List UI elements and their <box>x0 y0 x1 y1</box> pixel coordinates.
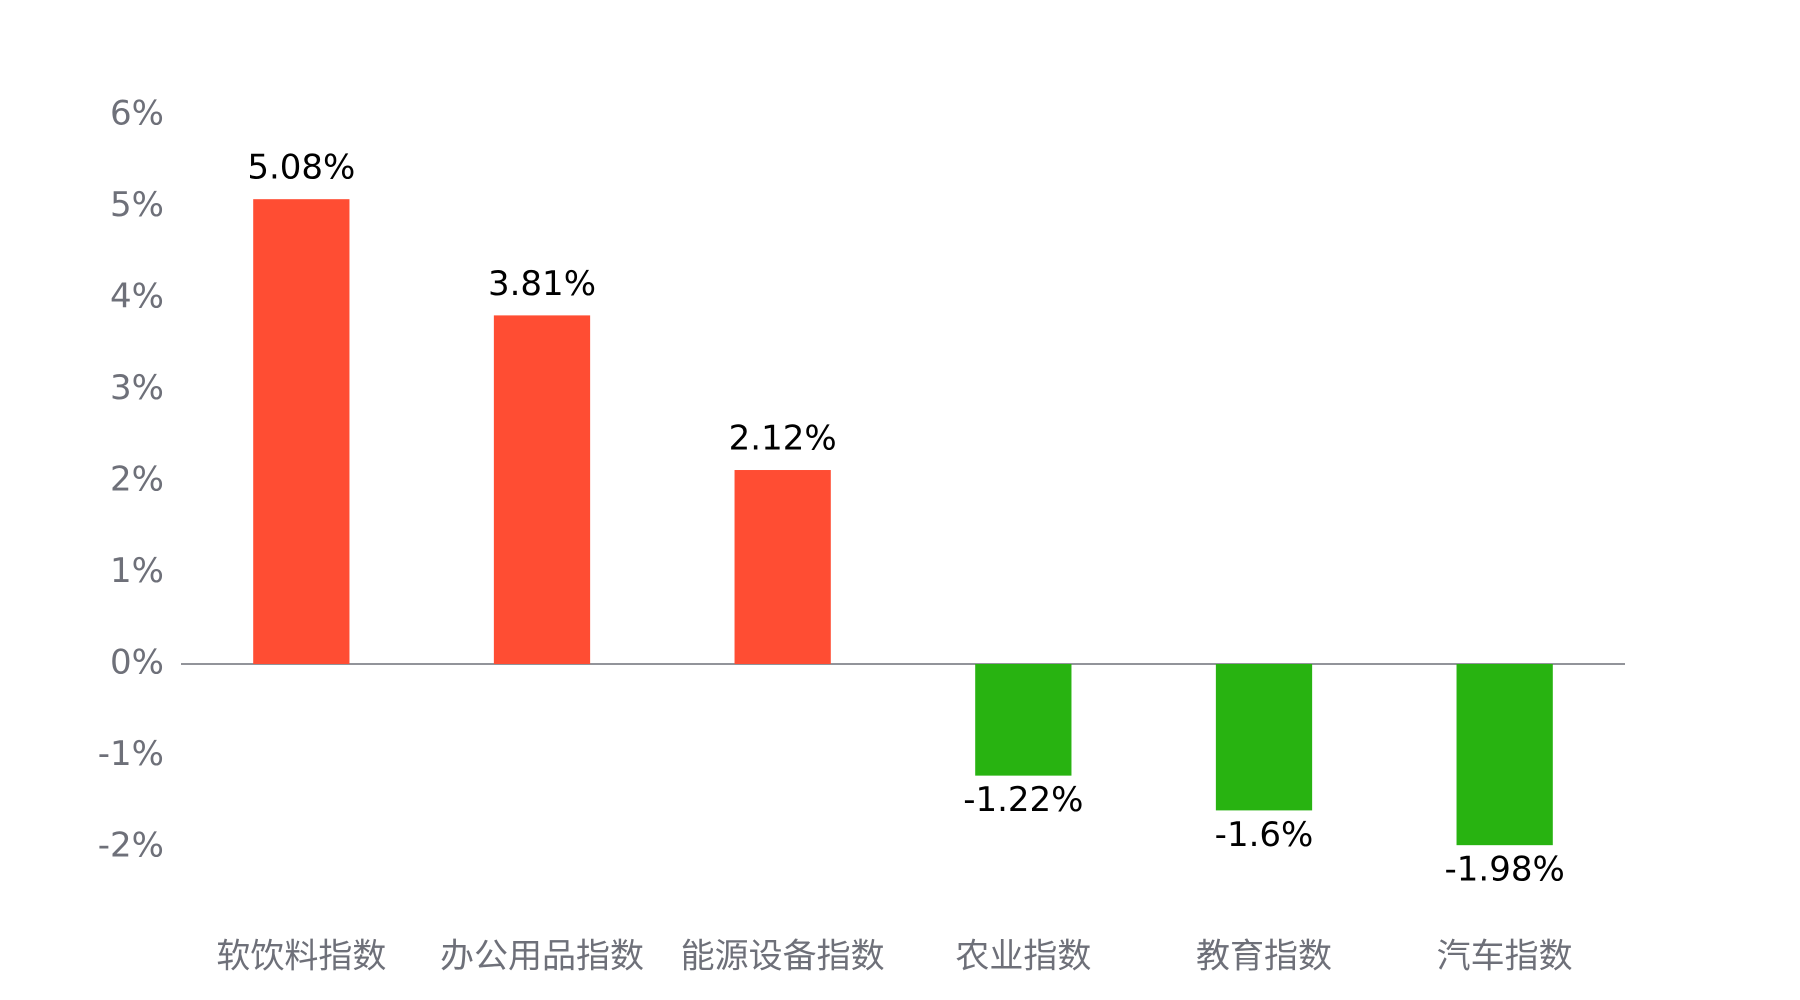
bar <box>1215 664 1313 811</box>
bar <box>253 199 350 664</box>
y-tick-label: -1% <box>98 734 164 774</box>
x-tick-label: 农业指数 <box>955 937 1091 977</box>
bar <box>734 470 831 664</box>
x-tick-label: 汽车指数 <box>1437 937 1573 977</box>
value-label: 2.12% <box>729 419 837 459</box>
y-tick-label: 2% <box>110 460 164 500</box>
bar <box>493 315 591 664</box>
x-tick-label: 能源设备指数 <box>681 937 885 977</box>
value-label: 3.81% <box>488 264 596 304</box>
y-tick-label: 3% <box>110 368 164 408</box>
value-label: -1.98% <box>1445 850 1565 890</box>
y-tick-label: 0% <box>110 643 164 683</box>
y-tick-label: 6% <box>110 94 164 134</box>
x-tick-label: 软饮料指数 <box>216 937 386 977</box>
bar <box>1456 664 1553 846</box>
bar <box>975 664 1072 776</box>
y-tick-label: 5% <box>110 185 164 225</box>
y-tick-label: 1% <box>110 551 164 591</box>
value-label: -1.22% <box>963 780 1083 820</box>
value-label: 5.08% <box>247 148 355 188</box>
y-tick-label: -2% <box>98 826 164 866</box>
value-label: -1.6% <box>1215 815 1314 855</box>
y-tick-label: 4% <box>110 277 164 317</box>
x-tick-label: 教育指数 <box>1196 937 1332 977</box>
x-tick-label: 办公用品指数 <box>440 937 644 977</box>
